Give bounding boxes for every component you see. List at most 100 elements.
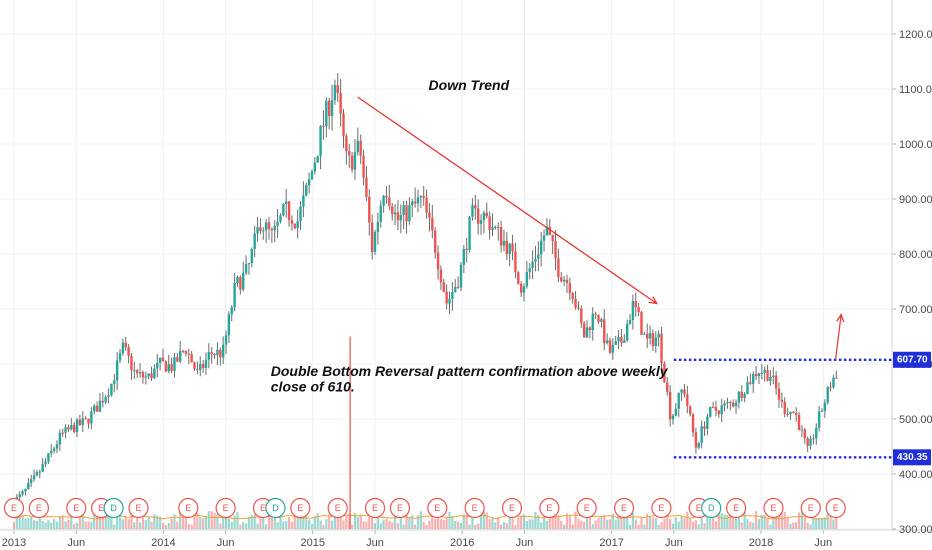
volume-bar [792, 522, 795, 529]
candle-body [61, 432, 64, 434]
x-tick-label: Jun [366, 537, 384, 549]
candle-body [717, 410, 721, 415]
candle-body [539, 240, 543, 255]
candle-body [474, 205, 477, 209]
volume-bar [797, 512, 801, 529]
candle-body [800, 429, 804, 431]
candle-body [560, 277, 563, 282]
volume-bar [259, 516, 262, 529]
candle-body [130, 355, 133, 371]
candle-body [287, 201, 291, 221]
candle-body [439, 269, 443, 283]
volume-bar [290, 521, 294, 529]
volume-bar [47, 520, 50, 529]
candle-body [201, 364, 205, 369]
volume-bar [474, 524, 477, 529]
volume-bar [247, 516, 251, 529]
volume-bar [181, 516, 185, 529]
candle-body [459, 264, 463, 288]
candle-body [115, 360, 119, 381]
candle-body [178, 350, 182, 362]
volume-bar [342, 520, 345, 529]
candle-body [322, 125, 325, 127]
candle-body [666, 382, 669, 393]
candle-body [557, 258, 560, 278]
volume-bar [393, 514, 397, 529]
candle-body [55, 444, 59, 449]
volume-bar [58, 516, 61, 529]
candle-body [594, 313, 597, 315]
candle-body [462, 248, 466, 265]
volume-bar [35, 520, 39, 529]
volume-bar [236, 512, 239, 529]
volume-bar [783, 511, 786, 529]
candle-body [144, 376, 147, 378]
volume-bar [353, 513, 357, 529]
volume-bar [18, 516, 21, 529]
volume-bar [101, 515, 104, 529]
volume-bar [38, 517, 41, 529]
volume-bar [551, 515, 554, 529]
volume-bar [826, 513, 829, 529]
candle-body [491, 227, 494, 230]
volume-bar [594, 520, 597, 529]
candle-body [763, 369, 766, 373]
candle-body [502, 240, 506, 246]
event-marker-label: E [733, 503, 739, 513]
earnings-marker [128, 497, 149, 519]
candle-body [588, 327, 592, 330]
candle-body [284, 201, 288, 204]
event-marker-label: E [770, 503, 776, 513]
volume-bar [477, 523, 480, 529]
candle-body [184, 351, 188, 354]
volume-bar [319, 520, 322, 529]
y-tick-label: 800.00 [899, 249, 932, 261]
candle-body [230, 307, 233, 315]
candle-body [803, 429, 806, 439]
volume-bar [391, 522, 394, 529]
earnings-marker [389, 497, 411, 519]
candle-body [213, 353, 216, 356]
volume-bar [720, 513, 723, 529]
volume-bar [603, 514, 606, 529]
candle-body [829, 387, 832, 389]
candle-body [350, 155, 354, 170]
candle-body [219, 349, 222, 358]
candle-body [104, 396, 107, 403]
volume-bar [15, 514, 18, 529]
down-trend-line [357, 96, 658, 305]
event-marker-label: E [472, 503, 478, 513]
volume-bar [282, 521, 285, 529]
earnings-marker [3, 497, 25, 519]
event-marker-label: E [297, 503, 303, 513]
volume-bar [714, 521, 718, 529]
event-marker-label: E [434, 503, 440, 513]
volume-bar [772, 517, 775, 529]
candle-body [402, 205, 405, 216]
volume-bar [726, 515, 729, 529]
volume-bar [548, 517, 551, 529]
candle-body [551, 234, 554, 242]
volume-bar [540, 522, 543, 529]
candle-body [531, 261, 534, 269]
volume-bar [746, 519, 749, 529]
candle-body [809, 438, 812, 446]
volume-bar [520, 515, 523, 529]
event-marker-label: D [708, 503, 715, 513]
candle-body [32, 475, 36, 480]
volume-bar [717, 511, 720, 529]
candle-body [749, 382, 752, 384]
y-tick-label: 1000.00 [899, 139, 932, 151]
volume-bar [78, 512, 81, 529]
volume-bar [53, 519, 56, 529]
volume-bar [296, 517, 299, 529]
volume-bar [267, 515, 271, 529]
earnings-marker [364, 497, 386, 519]
candle-body [582, 323, 586, 338]
event-marker-label: E [397, 503, 403, 513]
candle-body [631, 301, 635, 321]
volume-bar [505, 523, 508, 529]
volume-bar [706, 515, 709, 529]
candle-body [190, 354, 193, 363]
